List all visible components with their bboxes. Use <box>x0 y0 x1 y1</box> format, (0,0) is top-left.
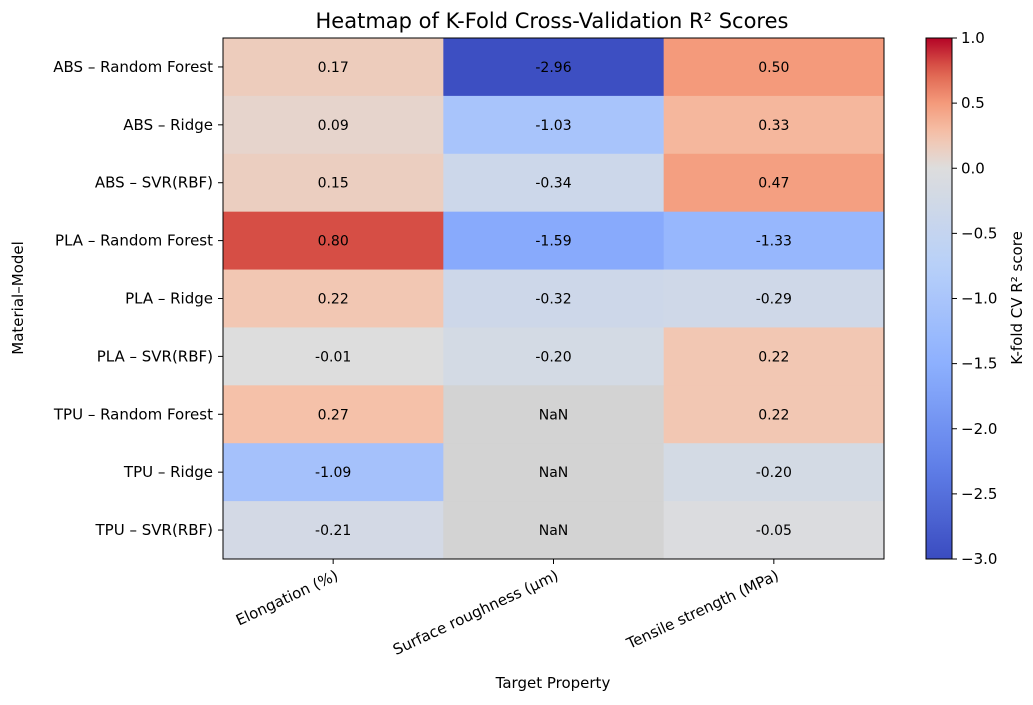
y-tick-label: ABS – SVR(RBF) <box>95 174 213 192</box>
y-tick-label: PLA – SVR(RBF) <box>97 347 213 365</box>
colorbar-tick-label: −2.5 <box>961 485 997 503</box>
x-axis-ticks: Elongation (%) Surface roughness (µm) Tens… <box>233 559 782 659</box>
colorbar-tick-label: −0.5 <box>961 224 997 242</box>
heatmap-cell <box>443 153 665 213</box>
cell-label: 0.22 <box>758 349 789 365</box>
cell-label: -1.09 <box>315 465 351 481</box>
heatmap-cell <box>443 269 665 328</box>
cell-label: 0.22 <box>318 292 349 308</box>
cell-label: 0.27 <box>318 407 349 423</box>
cell-label: 0.22 <box>758 407 789 423</box>
colorbar <box>925 37 953 560</box>
x-axis-label: Target Property <box>495 674 611 692</box>
heatmap-cell <box>223 501 444 560</box>
heatmap-cells <box>223 38 885 560</box>
cell-label: -0.20 <box>535 349 571 365</box>
cell-label: 0.80 <box>318 234 349 250</box>
chart-title: Heatmap of K-Fold Cross-Validation R² Sc… <box>316 9 789 33</box>
heatmap-cell <box>443 38 665 97</box>
cell-label: -1.03 <box>535 118 571 134</box>
y-tick-label: PLA – Ridge <box>125 290 213 308</box>
heatmap-cell <box>223 38 444 97</box>
y-tick-label: TPU – Ridge <box>123 463 213 481</box>
colorbar-tick-label: −2.0 <box>961 420 997 438</box>
cell-label: -0.20 <box>756 465 792 481</box>
y-tick-label: PLA – Random Forest <box>55 232 213 250</box>
heatmap-cell <box>223 385 444 444</box>
cell-label: 0.17 <box>318 60 349 76</box>
colorbar-tick-label: −3.0 <box>961 550 997 568</box>
heatmap-cell <box>663 269 885 328</box>
cell-label: -2.96 <box>535 60 571 76</box>
heatmap-cell <box>663 38 885 97</box>
y-tick-label: ABS – Random Forest <box>53 58 213 76</box>
colorbar-label: K-fold CV R² score <box>1008 231 1026 365</box>
cell-label: -1.33 <box>756 234 792 250</box>
cell-label: 0.09 <box>318 118 349 134</box>
y-axis-ticks: ABS – Random Forest ABS – Ridge ABS – SVR(… <box>53 58 223 539</box>
heatmap-cell-labels: 0.17 -2.96 0.50 0.09 -1.03 0.33 0.15 -0.34 0.47 0… <box>315 60 792 539</box>
cell-label: -0.21 <box>315 523 351 539</box>
colorbar-tick-label: −1.0 <box>961 290 997 308</box>
heatmap-cell <box>223 211 444 271</box>
heatmap-cell <box>663 443 885 502</box>
heatmap-cell <box>663 327 885 386</box>
colorbar-tick-label: 1.0 <box>961 29 985 47</box>
cell-label: NaN <box>539 523 569 539</box>
cell-label: NaN <box>539 407 569 423</box>
x-tick-label: Tensile strength (MPa) <box>623 566 782 653</box>
heatmap-cell <box>663 211 885 271</box>
cell-label: -1.59 <box>535 234 571 250</box>
cell-label: 0.47 <box>758 176 789 192</box>
y-tick-label: TPU – SVR(RBF) <box>95 521 213 539</box>
cell-label: -0.05 <box>756 523 792 539</box>
heatmap-cell <box>663 501 885 560</box>
cell-label: -0.34 <box>535 176 571 192</box>
x-tick-label: Surface roughness (µm) <box>390 566 561 659</box>
y-tick-label: TPU – Random Forest <box>53 405 213 423</box>
cell-label: NaN <box>539 465 569 481</box>
heatmap-cell <box>443 385 665 444</box>
heatmap-cell <box>663 95 885 155</box>
heatmap-cell <box>443 95 665 155</box>
heatmap-cell <box>223 443 444 502</box>
cell-label: 0.15 <box>318 176 349 192</box>
heatmap-cell <box>223 153 444 213</box>
colorbar-ticks: 1.0 0.5 0.0 −0.5 −1.0 −1.5 −2.0 −2.5 −3.0 <box>952 29 997 568</box>
heatmap-cell <box>443 443 665 502</box>
heatmap-cell <box>223 95 444 155</box>
heatmap-cell <box>663 385 885 444</box>
heatmap-cell <box>663 153 885 213</box>
y-tick-label: ABS – Ridge <box>123 116 213 134</box>
cell-label: -0.01 <box>315 349 351 365</box>
heatmap-cell <box>223 327 444 386</box>
heatmap-cell <box>443 327 665 386</box>
heatmap-cell <box>223 269 444 328</box>
heatmap-cell <box>443 211 665 271</box>
colorbar-tick-label: 0.5 <box>961 94 985 112</box>
cell-label: 0.50 <box>758 60 789 76</box>
cell-label: -0.32 <box>535 292 571 308</box>
x-tick-label: Elongation (%) <box>233 566 341 629</box>
cell-label: -0.29 <box>756 292 792 308</box>
colorbar-tick-label: 0.0 <box>961 159 985 177</box>
colorbar-tick-label: −1.5 <box>961 355 997 373</box>
heatmap-cell <box>443 501 665 560</box>
y-axis-label: Material–Model <box>9 241 27 354</box>
cell-label: 0.33 <box>758 118 789 134</box>
